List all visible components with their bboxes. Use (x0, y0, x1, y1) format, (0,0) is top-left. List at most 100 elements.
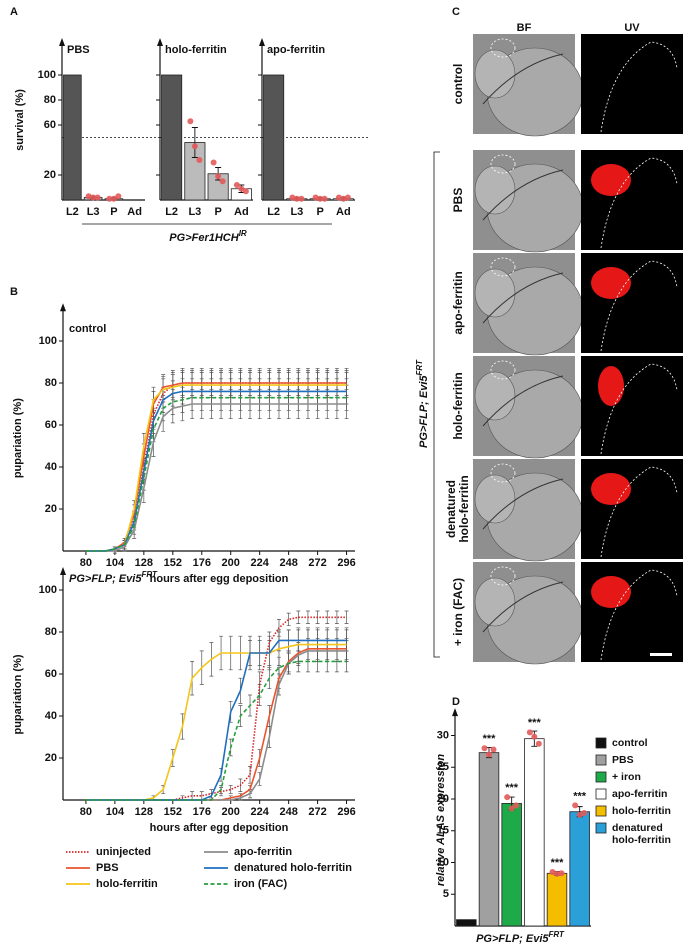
significance: *** (573, 790, 587, 802)
y-tick-label: 100 (39, 584, 57, 596)
column-header: UV (624, 22, 640, 34)
data-point (572, 802, 579, 809)
fluorescence (591, 267, 631, 299)
data-point (187, 118, 194, 125)
legend-swatch (595, 737, 607, 749)
data-point (554, 870, 560, 877)
data-point (312, 194, 319, 201)
y-tick-label: 20 (45, 503, 57, 515)
row-label: apo-ferritin (450, 271, 465, 335)
data-point (526, 729, 533, 736)
tissue (474, 165, 516, 215)
error-bar (296, 610, 301, 624)
legend-swatch (595, 822, 607, 834)
trachea (482, 169, 564, 221)
tissue (474, 268, 516, 318)
y-tick-label: 30 (437, 729, 449, 741)
error-bar (334, 610, 339, 624)
x-tick-label: 152 (164, 806, 182, 818)
y-tick-label: 80 (45, 626, 57, 638)
micrograph-row (473, 253, 683, 356)
series-line (85, 382, 347, 552)
x-axis-label: hours after egg deposition (150, 822, 289, 834)
data-point (289, 194, 296, 201)
brain-outline (600, 157, 678, 249)
tissue (474, 49, 516, 99)
x-tick-label: 272 (308, 806, 326, 818)
data-point (115, 193, 122, 200)
micrograph-row (473, 34, 683, 137)
legend-label: denatured holo-ferritin (612, 822, 671, 846)
legend-label: uninjected (96, 846, 151, 858)
series-line (85, 643, 347, 801)
uv-image (581, 150, 683, 250)
chart-title-main: PG>FLP; Evi5 (69, 573, 142, 585)
x-tick-label: 128 (135, 557, 153, 569)
trachea (482, 272, 564, 324)
series-line (85, 403, 347, 552)
data-point (558, 870, 565, 877)
genotype: PG>FLP; Evi5FRT (415, 359, 430, 448)
scale-bar (650, 653, 672, 656)
data-point (215, 173, 222, 180)
axis-arrow (60, 303, 66, 312)
legend-label: apo-ferritin (234, 846, 292, 858)
data-point (535, 740, 542, 747)
data-point (317, 195, 324, 202)
ring-gland-outline (490, 257, 516, 277)
panel-label: C (452, 6, 460, 18)
brain-outline (600, 41, 678, 133)
x-tick-label: 248 (279, 806, 297, 818)
data-point (90, 194, 97, 201)
chart-title-sup: FRT (141, 570, 158, 579)
micrograph-row (473, 150, 683, 253)
y-axis-label: survival (%) (14, 89, 26, 151)
genotype-main: PG>FLP; Evi5 (418, 375, 430, 448)
error-bar (191, 127, 198, 158)
y-axis-label: pupariation (%) (12, 654, 24, 734)
x-tick-label: L2 (165, 206, 178, 218)
axis-arrow (60, 567, 66, 575)
data-point (340, 195, 347, 202)
x-tick-label: L2 (66, 206, 79, 218)
x-tick-label: L3 (188, 206, 201, 218)
series-line (85, 648, 347, 801)
data-point (242, 188, 249, 195)
genotype-main: PG>FLP; Evi5 (476, 933, 549, 945)
x-tick-label: P (316, 206, 323, 218)
series-line (85, 639, 347, 801)
genotype: PG>FLP; Evi5FRT (476, 930, 565, 945)
data-point (581, 809, 588, 816)
axis-arrow (452, 708, 458, 717)
uv-image (581, 356, 683, 456)
fluorescence (591, 473, 631, 505)
y-tick-label: 20 (44, 169, 56, 181)
legend-label: apo-ferritin (612, 788, 668, 800)
bar (263, 74, 285, 201)
uv-image (581, 253, 683, 353)
data-point (233, 182, 240, 188)
panel-label: D (452, 696, 460, 708)
brain-outline (600, 363, 678, 455)
y-tick-label: 25 (437, 761, 449, 773)
legend-label: holo-ferritin (96, 878, 158, 890)
significance: *** (483, 733, 497, 745)
genotype-sup: FRT (549, 930, 566, 939)
legend-label: PBS (96, 862, 119, 874)
uv-image (581, 34, 683, 134)
y-tick-label: 40 (45, 710, 57, 722)
data-point (210, 159, 217, 166)
row-label: control (450, 63, 465, 105)
legend-label: + iron (612, 771, 641, 783)
x-tick-label: 200 (222, 806, 240, 818)
x-tick-label: 200 (222, 557, 240, 569)
data-point (298, 195, 305, 202)
x-tick-label: 296 (337, 557, 355, 569)
data-point (219, 178, 226, 185)
trachea (482, 53, 564, 105)
y-tick-label: 80 (44, 94, 56, 106)
chart-title: apo-ferritin (267, 44, 325, 56)
x-tick-label: L3 (290, 206, 303, 218)
legend-swatch (595, 788, 607, 800)
